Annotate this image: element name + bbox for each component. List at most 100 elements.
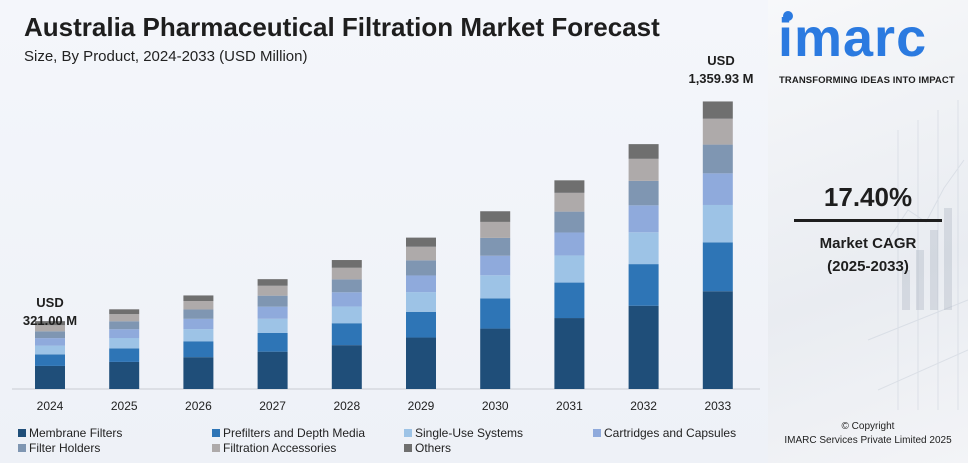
bar-segment-2025-filtration-accessories — [109, 314, 140, 322]
bar-segment-2030-prefilters-and-depth-media — [480, 298, 511, 329]
legend-label: Filtration Accessories — [223, 441, 337, 455]
logo-dot-icon — [783, 11, 793, 21]
cagr-label: Market CAGR (2025-2033) — [768, 232, 968, 278]
last-callout-currency: USD — [707, 53, 735, 68]
x-tick-label: 2026 — [185, 399, 212, 413]
bar-segment-2029-single-use-systems — [406, 292, 436, 312]
chart-subtitle: Size, By Product, 2024-2033 (USD Million… — [24, 48, 308, 65]
first-year-value-callout: USD 321.00 M — [14, 294, 86, 330]
bar-segment-2028-cartridges-and-capsules — [331, 292, 362, 307]
x-tick-label: 2027 — [259, 399, 286, 413]
bar-segment-2026-single-use-systems — [183, 329, 214, 342]
bar-segment-2027-others — [257, 279, 288, 286]
bar-segment-2033-filtration-accessories — [702, 118, 733, 145]
legend-swatch — [212, 429, 220, 437]
legend-swatch — [404, 429, 412, 437]
bar-segment-2029-membrane-filters — [406, 337, 436, 389]
cagr-label-line2: (2025-2033) — [827, 258, 909, 275]
bar-segment-2025-cartridges-and-capsules — [109, 329, 140, 339]
bar-segment-2024-filter-holders — [35, 331, 65, 339]
legend-label: Filter Holders — [29, 441, 101, 455]
bar-segment-2029-prefilters-and-depth-media — [406, 311, 436, 338]
bar-segment-2029-filtration-accessories — [406, 246, 436, 261]
copyright-notice: © Copyright IMARC Services Private Limit… — [768, 420, 968, 448]
bar-segment-2031-filtration-accessories — [554, 192, 585, 212]
bar-segment-2031-prefilters-and-depth-media — [554, 282, 585, 319]
bar-segment-2024-membrane-filters — [35, 365, 65, 389]
bar-segment-2024-prefilters-and-depth-media — [35, 354, 65, 366]
bar-segment-2032-others — [628, 144, 659, 159]
cagr-divider — [794, 219, 942, 222]
brand-tagline: TRANSFORMING IDEAS INTO IMPACT — [779, 75, 955, 86]
chart-panel: Australia Pharmaceutical Filtration Mark… — [0, 0, 768, 463]
bar-segment-2027-single-use-systems — [257, 318, 288, 333]
bar-segment-2026-prefilters-and-depth-media — [183, 341, 214, 358]
bar-segment-2024-cartridges-and-capsules — [35, 338, 65, 346]
x-tick-label: 2032 — [630, 399, 657, 413]
legend-item: Filtration Accessories — [212, 441, 336, 455]
bar-segment-2030-single-use-systems — [480, 275, 511, 299]
bar-segment-2028-single-use-systems — [331, 306, 362, 324]
bar-segment-2025-others — [109, 309, 140, 315]
bar-segment-2029-others — [406, 237, 436, 247]
bar-segment-2025-filter-holders — [109, 321, 140, 330]
legend-swatch — [18, 429, 26, 437]
x-tick-label: 2030 — [482, 399, 509, 413]
cagr-value: 17.40% — [823, 182, 913, 212]
legend-item: Filter Holders — [18, 441, 100, 455]
bar-segment-2027-filter-holders — [257, 295, 288, 307]
bar-segment-2033-filter-holders — [702, 144, 733, 174]
brand-panel: imarc TRANSFORMING IDEAS INTO IMPACT 17.… — [768, 0, 968, 463]
legend-item: Prefilters and Depth Media — [212, 426, 365, 440]
bar-segment-2024-filtration-accessories — [35, 325, 65, 332]
bar-segment-2028-membrane-filters — [331, 345, 362, 389]
bar-segment-2030-filter-holders — [480, 237, 511, 256]
first-callout-value: 321.00 M — [22, 313, 78, 328]
x-tick-label: 2025 — [111, 399, 138, 413]
bar-segment-2030-cartridges-and-capsules — [480, 255, 511, 276]
bar-segment-2032-filter-holders — [628, 180, 659, 206]
x-tick-label: 2033 — [704, 399, 731, 413]
bar-segment-2030-others — [480, 211, 511, 222]
legend-item: Cartridges and Capsules — [593, 426, 736, 440]
bar-segment-2031-others — [554, 180, 585, 193]
bar-segment-2025-single-use-systems — [109, 338, 140, 349]
chart-title: Australia Pharmaceutical Filtration Mark… — [24, 12, 660, 42]
legend-swatch — [593, 429, 601, 437]
bar-segment-2032-cartridges-and-capsules — [628, 205, 659, 233]
bar-segment-2026-membrane-filters — [183, 357, 214, 389]
bar-segment-2033-single-use-systems — [702, 204, 733, 243]
bar-segment-2025-membrane-filters — [109, 361, 140, 389]
bar-segment-2025-prefilters-and-depth-media — [109, 348, 140, 362]
bar-segment-2032-prefilters-and-depth-media — [628, 264, 659, 306]
copyright-line1: © Copyright — [841, 421, 895, 432]
bar-segment-2024-others — [35, 321, 65, 326]
last-year-value-callout: USD 1,359.93 M — [676, 52, 766, 88]
legend-swatch — [212, 444, 220, 452]
bar-segment-2031-filter-holders — [554, 211, 585, 233]
bar-segment-2028-prefilters-and-depth-media — [331, 323, 362, 346]
decorative-chart-background — [867, 100, 968, 410]
bar-segment-2028-others — [331, 260, 362, 268]
bar-segment-2033-others — [702, 101, 733, 119]
legend-label: Cartridges and Capsules — [604, 426, 737, 440]
bar-segment-2029-cartridges-and-capsules — [406, 275, 436, 293]
bar-segment-2028-filtration-accessories — [331, 267, 362, 280]
bar-segment-2026-filter-holders — [183, 309, 214, 319]
bar-segment-2030-filtration-accessories — [480, 221, 511, 238]
bar-segment-2033-membrane-filters — [702, 291, 733, 389]
bar-segment-2032-membrane-filters — [628, 305, 659, 389]
bar-segment-2032-filtration-accessories — [628, 158, 659, 181]
bar-segment-2030-membrane-filters — [480, 328, 511, 389]
bar-segment-2033-prefilters-and-depth-media — [702, 242, 733, 292]
cagr-label-line1: Market CAGR — [819, 235, 917, 252]
imarc-logo: imarc — [778, 8, 928, 68]
bar-segment-2027-filtration-accessories — [257, 285, 288, 296]
bar-segment-2033-cartridges-and-capsules — [702, 173, 733, 205]
bar-segment-2027-prefilters-and-depth-media — [257, 332, 288, 352]
legend-item: Membrane Filters — [18, 426, 122, 440]
bar-segment-2026-others — [183, 295, 214, 302]
bar-segment-2026-filtration-accessories — [183, 301, 214, 310]
bar-segment-2027-membrane-filters — [257, 351, 288, 389]
